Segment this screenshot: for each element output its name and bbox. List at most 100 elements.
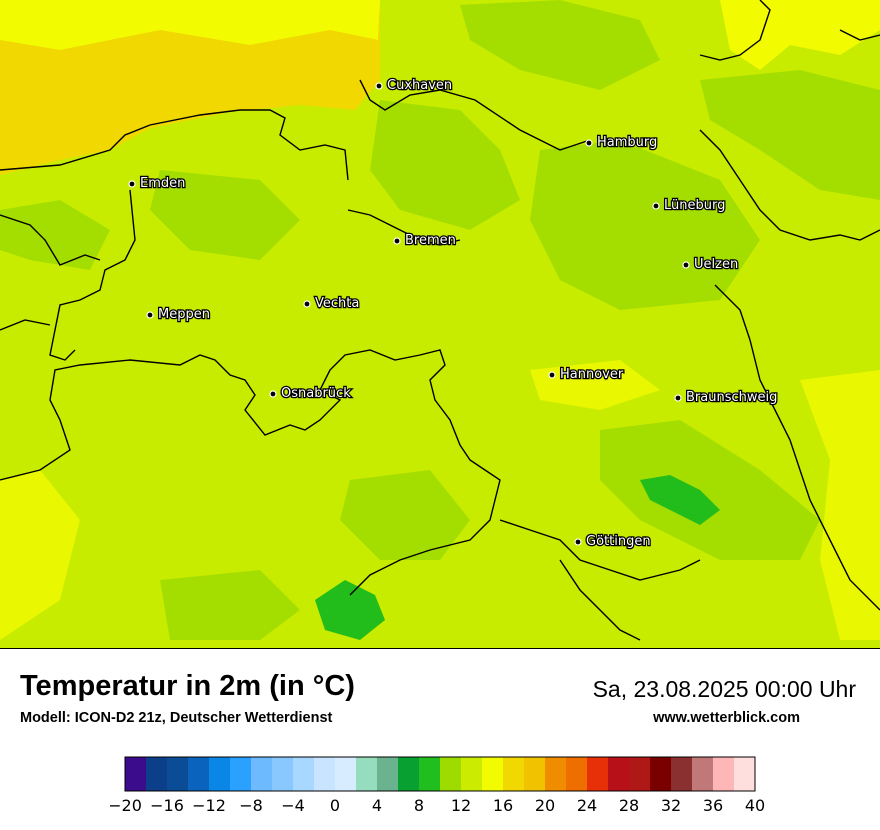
city-uelzen: Uelzen <box>682 256 739 273</box>
legend-swatch <box>629 757 651 791</box>
city-label: Hamburg <box>597 135 657 150</box>
yellow-patch <box>0 470 80 640</box>
legend-swatch <box>587 757 609 791</box>
legend-swatch <box>167 757 189 791</box>
green-patch <box>530 140 760 310</box>
legend-swatch <box>125 757 147 791</box>
legend-swatch <box>398 757 420 791</box>
legend-swatch <box>461 757 483 791</box>
cities-layer: Cuxhaven Hamburg Emden Lüneburg Bremen Uelzen… <box>128 77 779 550</box>
legend-tick-label: 4 <box>372 796 382 815</box>
green-patch <box>460 0 660 90</box>
sea-yellow-band <box>0 0 380 50</box>
temperature-map: Cuxhaven Hamburg Emden Lüneburg Bremen Uelzen… <box>0 0 880 649</box>
legend-swatch <box>671 757 693 791</box>
legend-tick-label: 28 <box>619 796 639 815</box>
city-dot <box>674 394 682 402</box>
legend-swatch <box>251 757 273 791</box>
green-patch <box>340 470 470 560</box>
legend-tick-label: −16 <box>150 796 184 815</box>
legend-swatch <box>146 757 168 791</box>
city-dot <box>682 261 690 269</box>
dark-green-spot <box>315 580 385 640</box>
city-label: Braunschweig <box>686 390 777 405</box>
city-dot <box>303 300 311 308</box>
legend-swatch <box>440 757 462 791</box>
baltic-yellow-area <box>720 0 880 70</box>
green-patch <box>700 70 880 200</box>
city-lueneburg: Lüneburg <box>652 197 727 214</box>
city-dot <box>548 371 556 379</box>
city-dot <box>652 202 660 210</box>
legend-swatch <box>692 757 714 791</box>
borders <box>0 0 880 641</box>
legend-swatch <box>566 757 588 791</box>
legend-swatch <box>377 757 399 791</box>
legend-swatch <box>356 757 378 791</box>
green-patch <box>0 200 110 270</box>
legend-swatch <box>608 757 630 791</box>
legend-swatch <box>188 757 210 791</box>
legend-swatch <box>503 757 525 791</box>
legend-tick-label: 0 <box>330 796 340 815</box>
legend-tick-label: −12 <box>192 796 226 815</box>
legend-tick-label: −20 <box>110 796 142 815</box>
city-braunschweig: Braunschweig <box>674 389 779 406</box>
legend-tick-label: 16 <box>493 796 513 815</box>
legend-swatch <box>272 757 294 791</box>
city-dot <box>393 237 401 245</box>
legend-tick-label: 36 <box>703 796 723 815</box>
city-emden: Emden <box>128 175 187 192</box>
city-vechta: Vechta <box>303 295 361 312</box>
city-osnabrueck: Osnabrück <box>269 385 352 402</box>
city-dot <box>375 82 383 90</box>
city-bremen: Bremen <box>393 232 457 249</box>
city-label: Vechta <box>315 296 359 311</box>
legend-border <box>124 756 756 792</box>
city-dot <box>574 538 582 546</box>
city-dot <box>585 139 593 147</box>
model-source: Modell: ICON-D2 21z, Deutscher Wetterdie… <box>20 710 333 726</box>
city-label: Uelzen <box>694 257 738 272</box>
legend-tick-label: 12 <box>451 796 471 815</box>
legend-swatch <box>482 757 504 791</box>
city-label: Bremen <box>405 233 456 248</box>
legend-swatch <box>419 757 441 791</box>
legend-swatch <box>293 757 315 791</box>
website-link[interactable]: www.wetterblick.com <box>653 710 800 726</box>
color-legend: −20 −16 −12 −8 −4 0 4 8 12 16 20 24 28 32 36 40 <box>110 756 765 815</box>
legend-swatch <box>335 757 357 791</box>
yellow-patch <box>530 360 660 410</box>
legend-swatch <box>545 757 567 791</box>
legend-tick-label: −8 <box>239 796 263 815</box>
green-patch <box>370 100 520 230</box>
legend-swatch <box>209 757 231 791</box>
map-title: Temperatur in 2m (in °C) <box>20 670 355 702</box>
city-label: Meppen <box>158 307 210 322</box>
city-label: Cuxhaven <box>387 78 452 93</box>
city-dot <box>128 180 136 188</box>
legend-swatch <box>524 757 546 791</box>
legend-tick-label: 8 <box>414 796 424 815</box>
city-goettingen: Göttingen <box>574 533 652 550</box>
legend-tick-label: −4 <box>281 796 305 815</box>
legend-tick-label: 40 <box>745 796 765 815</box>
city-label: Hannover <box>560 367 624 382</box>
city-cuxhaven: Cuxhaven <box>375 77 453 94</box>
city-meppen: Meppen <box>146 306 211 323</box>
city-dot <box>146 311 154 319</box>
green-patch <box>600 420 820 560</box>
city-label: Emden <box>140 176 185 191</box>
legend-swatch <box>650 757 672 791</box>
yellow-patch <box>800 370 880 640</box>
city-hannover: Hannover <box>548 366 625 383</box>
legend-swatch <box>734 757 756 791</box>
city-label: Göttingen <box>586 534 651 549</box>
legend-swatch <box>230 757 252 791</box>
city-dot <box>269 390 277 398</box>
green-patch <box>150 170 300 260</box>
city-hamburg: Hamburg <box>585 134 659 151</box>
green-patch <box>160 570 300 640</box>
forecast-datetime: Sa, 23.08.2025 00:00 Uhr <box>592 676 856 702</box>
city-label: Osnabrück <box>281 386 351 401</box>
